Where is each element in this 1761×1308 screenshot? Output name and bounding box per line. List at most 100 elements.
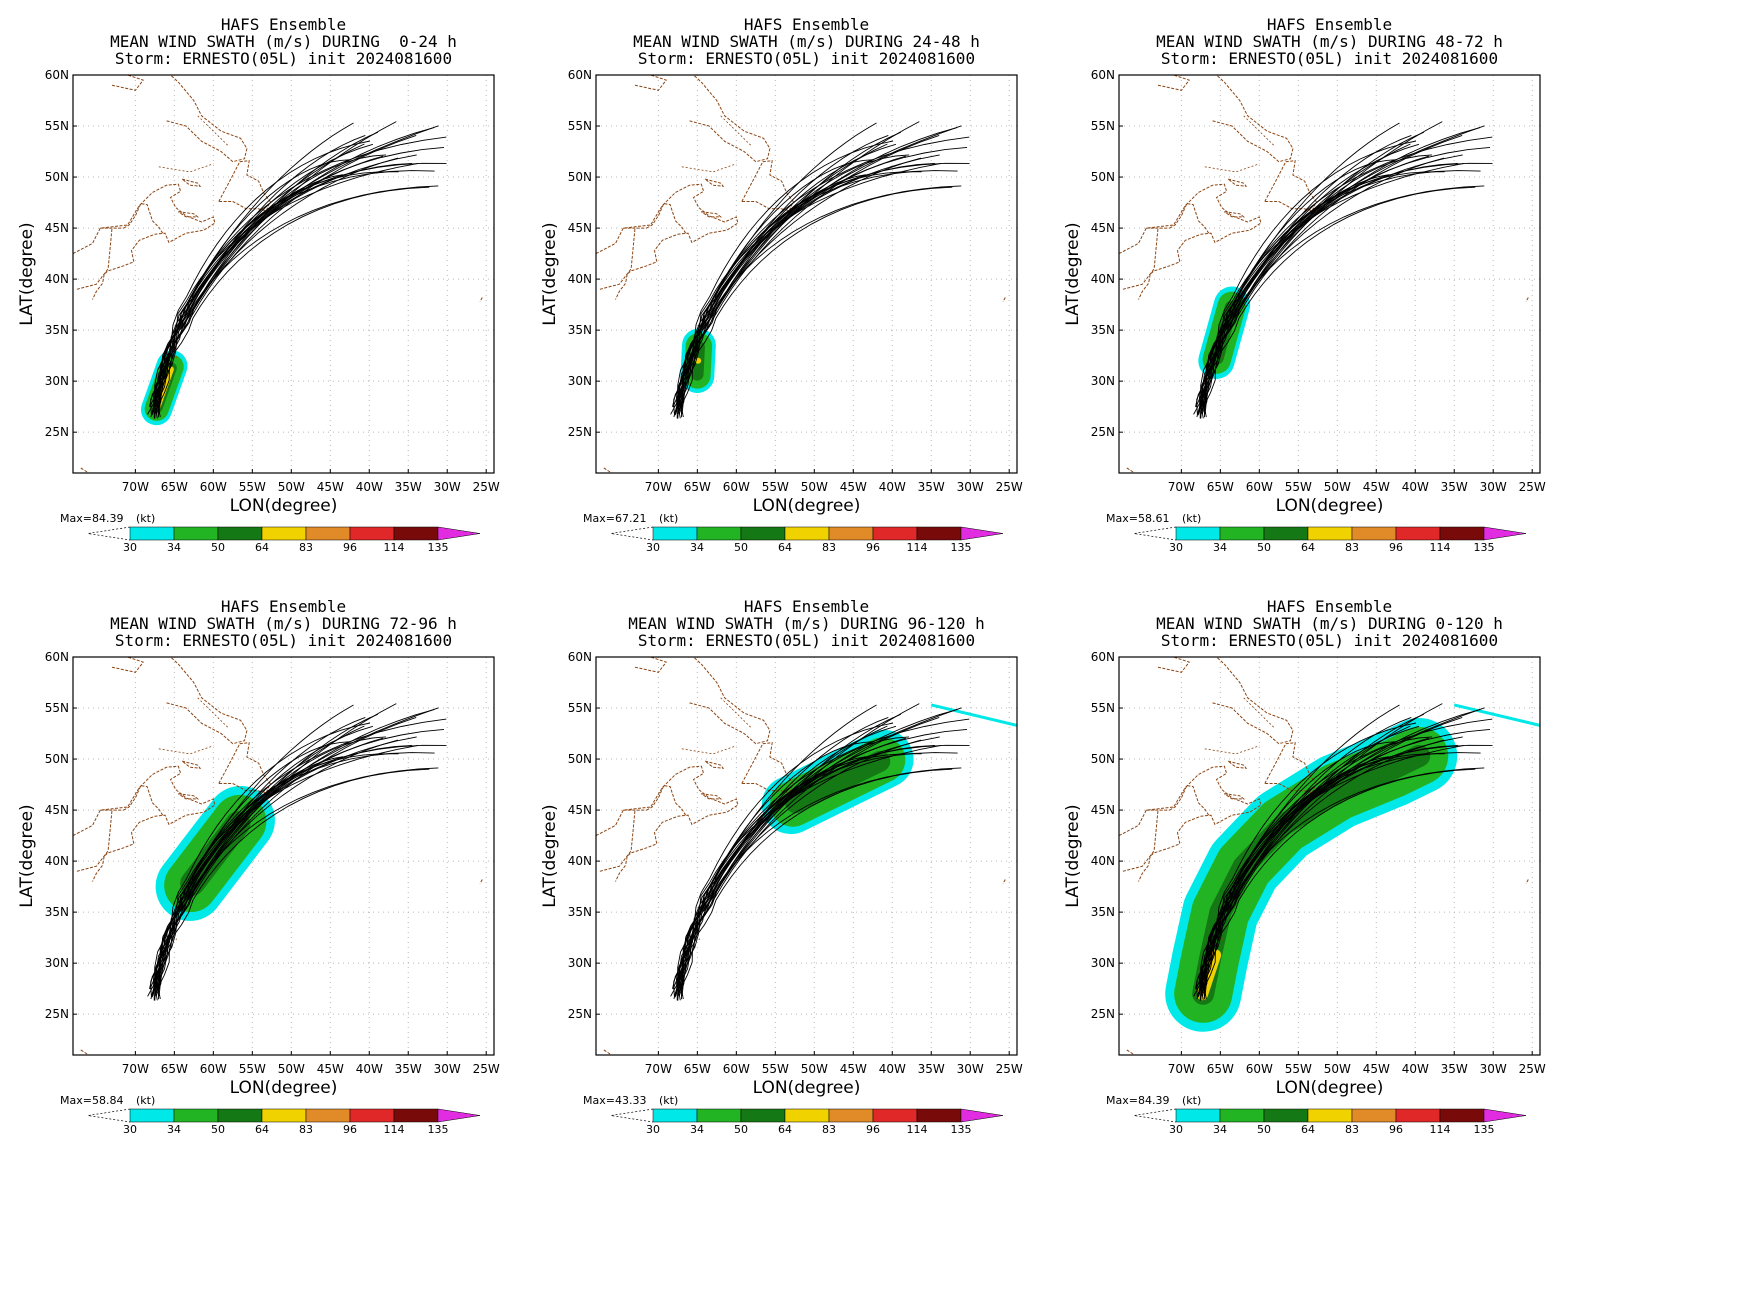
colorbar-level-label: 30 [1169, 1123, 1183, 1136]
colorbar-level-label: 34 [690, 541, 704, 554]
colorbar-unit: (kt) [659, 512, 678, 525]
x-tick-label: 25W [996, 480, 1023, 494]
colorbar-segment [828, 526, 874, 541]
track-line [680, 736, 910, 1000]
x-tick-label: 65W [161, 1062, 188, 1076]
panel-title-line-2: MEAN WIND SWATH (m/s) DURING 96-120 h [628, 614, 985, 633]
colorbar-upper-extend [437, 526, 481, 541]
colorbar-level-label: 64 [778, 541, 792, 554]
panel-3: HAFS Ensemble MEAN WIND SWATH (m/s) DURIN… [1046, 0, 1633, 654]
panel-2: HAFS Ensemble MEAN WIND SWATH (m/s) DURIN… [523, 0, 1110, 654]
colorbar-segment [784, 526, 830, 541]
colorbar-segment [349, 526, 395, 541]
track-line [149, 162, 447, 408]
x-tick-label: 60W [200, 1062, 227, 1076]
x-tick-label: 60W [200, 480, 227, 494]
coastline [596, 657, 1006, 1055]
panel-title-line-2: MEAN WIND SWATH (m/s) DURING 0-120 h [1156, 614, 1503, 633]
x-tick-label: 30W [957, 1062, 984, 1076]
colorbar-level-label: 64 [1301, 1123, 1315, 1136]
x-tick-label: 65W [1207, 1062, 1234, 1076]
track-line [155, 162, 419, 412]
x-tick-label: 25W [473, 1062, 500, 1076]
colorbar-unit: (kt) [1182, 1094, 1201, 1107]
x-tick-label: 70W [122, 480, 149, 494]
x-tick-label: 55W [239, 1062, 266, 1076]
x-tick-label: 45W [840, 1062, 867, 1076]
y-tick-label: 50N [568, 170, 592, 184]
x-tick-label: 50W [801, 1062, 828, 1076]
x-tick-label: 65W [684, 480, 711, 494]
colorbar-segment [872, 526, 918, 541]
colorbar-level-label: 114 [1430, 1123, 1451, 1136]
colorbar-segment [828, 1108, 874, 1123]
x-tick-label: 60W [723, 480, 750, 494]
colorbar-segment [1175, 1108, 1221, 1123]
x-tick-label: 40W [356, 1062, 383, 1076]
colorbar-level-label: 64 [255, 1123, 269, 1136]
x-tick-label: 35W [395, 480, 422, 494]
y-tick-label: 40N [1091, 854, 1115, 868]
colorbar-segment [740, 526, 786, 541]
colorbar-level-label: 50 [734, 1123, 748, 1136]
y-tick-label: 25N [1091, 425, 1115, 439]
map-plot: 70W 65W 60W 55W 50W 45W 40W 35W 30W 25W 25N 30N 35N 4… [540, 68, 1023, 554]
colorbar-unit: (kt) [659, 1094, 678, 1107]
colorbar-segment [1219, 526, 1265, 541]
y-axis-label: LAT(degree) [17, 222, 37, 325]
y-tick-label: 40N [568, 272, 592, 286]
track-line [1201, 744, 1465, 994]
track-line [155, 744, 419, 994]
y-tick-label: 40N [1091, 272, 1115, 286]
x-axis-label: LON(degree) [230, 496, 338, 516]
track-line [1201, 162, 1465, 412]
colorbar-level-label: 30 [646, 541, 660, 554]
track-line [677, 713, 902, 989]
panel-title-line-1: HAFS Ensemble [743, 15, 870, 34]
colorbar-segment [173, 526, 219, 541]
x-tick-label: 25W [996, 1062, 1023, 1076]
y-tick-label: 50N [45, 170, 69, 184]
y-tick-label: 45N [1091, 221, 1115, 235]
x-tick-label: 30W [957, 480, 984, 494]
colorbar-segment [1351, 1108, 1397, 1123]
track-line [1198, 136, 1493, 414]
colorbar-level-label: 135 [951, 1123, 972, 1136]
max-wind-label: Max=84.39 [1106, 1094, 1169, 1107]
panel-title-line-2: MEAN WIND SWATH (m/s) DURING 0-24 h [110, 32, 457, 51]
colorbar-level-label: 96 [866, 1123, 880, 1136]
colorbar-segment [1395, 526, 1441, 541]
x-tick-label: 25W [1519, 1062, 1546, 1076]
colorbar-segment [652, 1108, 698, 1123]
x-tick-label: 30W [1480, 480, 1507, 494]
x-tick-label: 70W [1168, 1062, 1195, 1076]
y-tick-label: 35N [1091, 905, 1115, 919]
colorbar-lower-extend [1133, 526, 1177, 541]
colorbar-unit: (kt) [136, 1094, 155, 1107]
x-tick-label: 55W [1285, 1062, 1312, 1076]
colorbar-level-label: 96 [866, 541, 880, 554]
colorbar-segment [1351, 526, 1397, 541]
y-tick-label: 40N [568, 854, 592, 868]
max-wind-label: Max=84.39 [60, 512, 123, 525]
colorbar-level-label: 30 [123, 541, 137, 554]
track-line [154, 131, 379, 407]
colorbar-level-label: 83 [822, 1123, 836, 1136]
colorbar-level-label: 83 [1345, 541, 1359, 554]
ensemble-tracks [1193, 121, 1493, 419]
y-tick-label: 60N [1091, 650, 1115, 664]
y-tick-label: 25N [1091, 1007, 1115, 1021]
colorbar-level-label: 96 [343, 1123, 357, 1136]
wind-swath-streak [930, 703, 1017, 727]
colorbar-segment [1307, 526, 1353, 541]
x-tick-label: 45W [1363, 480, 1390, 494]
wind-swath [1165, 718, 1458, 1032]
colorbar-segment [173, 1108, 219, 1123]
colorbar-segment [305, 526, 351, 541]
wind-swath-streak [1453, 703, 1540, 727]
track-line [670, 121, 920, 415]
y-tick-label: 35N [45, 323, 69, 337]
colorbar-segment [652, 526, 698, 541]
x-tick-label: 65W [684, 1062, 711, 1076]
x-axis-label: LON(degree) [753, 496, 861, 516]
